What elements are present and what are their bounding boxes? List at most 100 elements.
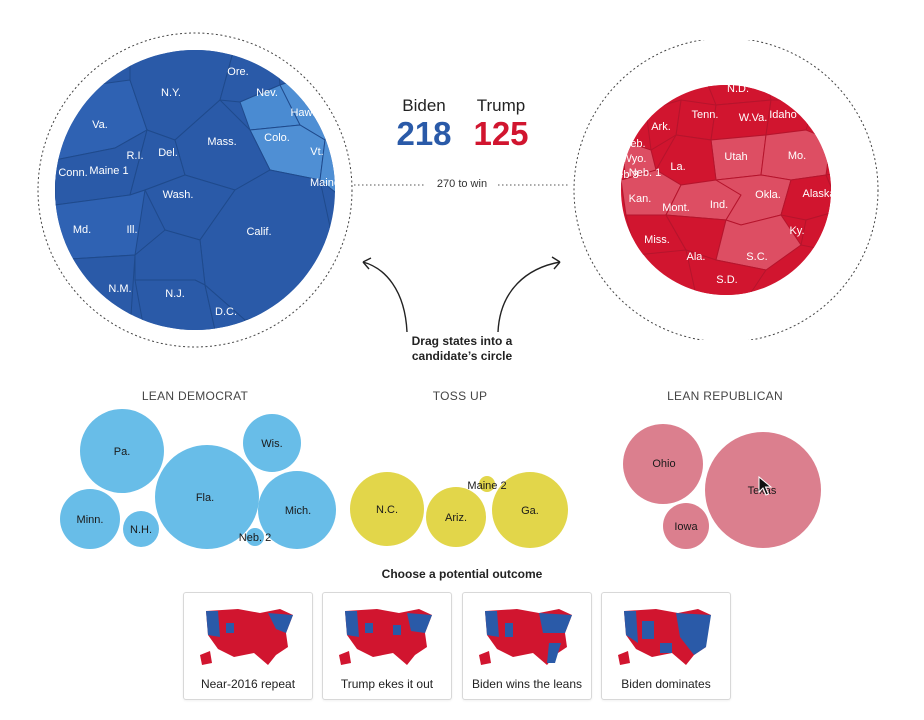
instruction-line-2: candidate’s circle <box>411 349 513 363</box>
state-label[interactable]: Maine 1 <box>89 165 128 177</box>
outcome-trump-ekes[interactable]: Trump ekes it out <box>322 592 452 700</box>
state-label[interactable]: Okla. <box>755 189 781 201</box>
bubble-mich[interactable] <box>258 471 336 549</box>
state-label[interactable]: Idaho <box>769 109 797 121</box>
bubble-label: N.C. <box>376 504 398 516</box>
bubble-neb2[interactable] <box>246 528 264 546</box>
arrow-cursor-icon <box>758 475 773 496</box>
outcome-title: Choose a potential outcome <box>381 567 543 581</box>
state-label[interactable]: Ky. <box>789 225 804 237</box>
state-label[interactable]: R.I. <box>126 150 143 162</box>
outcome-label: Biden wins the leans <box>471 677 583 691</box>
trump-count: 125 <box>473 115 529 152</box>
bubble-label: Texas <box>748 485 777 497</box>
state-label[interactable]: Conn. <box>58 167 87 179</box>
state-label[interactable]: Colo. <box>264 132 290 144</box>
state-label[interactable]: Ala. <box>687 251 706 263</box>
outcome-biden-dominates[interactable]: Biden dominates <box>601 592 731 700</box>
trump-score: Trump 125 <box>462 96 540 152</box>
state-label[interactable]: Vt. <box>310 146 323 158</box>
toss-up-label: TOSS UP <box>432 389 488 403</box>
state-label[interactable]: Del. <box>158 147 178 159</box>
bubble-label: Ariz. <box>445 512 467 524</box>
trump-name: Trump <box>476 96 526 115</box>
state-label[interactable]: W.Va. <box>739 112 768 124</box>
biden-score: Biden 218 <box>385 96 463 152</box>
state-label[interactable]: Nev. <box>256 87 278 99</box>
bubble-pa[interactable] <box>80 409 164 493</box>
biden-circle[interactable]: N.Y. Ore. Nev. Hawaii Va. Colo. Vt. R.I.… <box>35 30 355 350</box>
state-label[interactable]: Va. <box>92 119 108 131</box>
biden-name: Biden <box>402 96 446 115</box>
bubble-label: Neb. 2 <box>239 532 271 544</box>
state-label[interactable]: D.C. <box>215 306 237 318</box>
win-line <box>354 184 570 186</box>
win-threshold-label: 270 to win <box>436 178 488 190</box>
state-label[interactable]: Mont. <box>662 202 690 214</box>
bubble-label: Ohio <box>652 458 675 470</box>
state-label[interactable]: Md. <box>73 224 91 236</box>
state-label[interactable]: Kan. <box>629 193 652 205</box>
state-label[interactable]: S.D. <box>716 274 737 286</box>
state-label[interactable]: Mo. <box>788 150 806 162</box>
bubble-label: Fla. <box>196 492 214 504</box>
state-label[interactable]: Wyo. <box>622 153 647 165</box>
state-label[interactable]: Hawaii <box>290 107 323 119</box>
state-label[interactable]: Calif. <box>246 226 271 238</box>
state-label[interactable]: N.M. <box>108 283 131 295</box>
state-label[interactable]: La. <box>670 161 685 173</box>
state-label[interactable]: Miss. <box>644 234 670 246</box>
state-label[interactable]: Neb 3 <box>609 169 638 181</box>
us-map-icon <box>200 609 293 665</box>
bubble-label: Maine 2 <box>467 480 506 492</box>
lean-democrat-bubbles: Pa. Wis. Fla. Minn. N.H. Mich. Neb. 2 <box>60 409 336 549</box>
bubble-ga[interactable] <box>492 472 568 548</box>
bubble-label: Iowa <box>674 521 698 533</box>
bubble-nc[interactable] <box>350 472 424 546</box>
state-label[interactable]: Tenn. <box>692 109 719 121</box>
lean-republican-label: LEAN REPUBLICAN <box>667 389 783 403</box>
curved-arrow-icon <box>362 256 561 333</box>
drag-instruction: Drag states into a candidate’s circle <box>392 334 532 364</box>
state-label[interactable]: Mass. <box>207 136 236 148</box>
state-label[interactable]: Alaska <box>802 188 836 200</box>
lean-republican-bubbles: Ohio Texas Iowa <box>623 424 821 549</box>
state-label[interactable]: Wash. <box>163 189 194 201</box>
bubble-iowa[interactable] <box>663 503 709 549</box>
bubble-texas[interactable] <box>705 432 821 548</box>
state-label[interactable]: Ore. <box>227 66 248 78</box>
bubble-minn[interactable] <box>60 489 120 549</box>
us-map-icon <box>618 609 711 665</box>
state-label[interactable]: Maine <box>310 177 340 189</box>
state-label[interactable]: Ill. <box>127 224 138 236</box>
bubble-label: Ga. <box>521 505 539 517</box>
bubble-label: Wis. <box>261 438 282 450</box>
outcome-near-2016[interactable]: Near-2016 repeat <box>183 592 313 700</box>
state-label[interactable]: Neb. <box>622 138 645 150</box>
bubble-wis[interactable] <box>243 414 301 472</box>
us-map-icon <box>479 609 572 665</box>
state-label[interactable]: Utah <box>724 151 747 163</box>
bubble-nh[interactable] <box>123 511 159 547</box>
bubble-fla[interactable] <box>155 445 259 549</box>
outcome-label: Biden dominates <box>621 677 711 691</box>
state-label[interactable]: N.Y. <box>161 87 181 99</box>
state-label[interactable]: N.D. <box>727 83 749 95</box>
outcome-label: Trump ekes it out <box>340 677 434 691</box>
bubble-maine2[interactable] <box>479 476 495 492</box>
biden-count: 218 <box>396 115 452 152</box>
instruction-line-1: Drag states into a <box>411 334 513 348</box>
outcome-biden-leans[interactable]: Biden wins the leans <box>462 592 592 700</box>
trump-circle[interactable]: N.D. Tenn. W.Va. Idaho Ark. Neb. Wyo. Ne… <box>566 40 886 340</box>
state-label[interactable]: Ark. <box>651 121 671 133</box>
bubble-ariz[interactable] <box>426 487 486 547</box>
state-label[interactable]: S.C. <box>746 251 767 263</box>
lean-democrat-label: LEAN DEMOCRAT <box>141 389 249 403</box>
state-label[interactable]: Neb. 1 <box>629 167 661 179</box>
state-label[interactable]: Ind. <box>710 199 728 211</box>
bubble-ohio[interactable] <box>623 424 703 504</box>
us-map-icon <box>339 609 432 665</box>
bubble-label: N.H. <box>130 524 152 536</box>
state-label[interactable]: N.J. <box>165 288 185 300</box>
bubble-label: Mich. <box>285 505 311 517</box>
